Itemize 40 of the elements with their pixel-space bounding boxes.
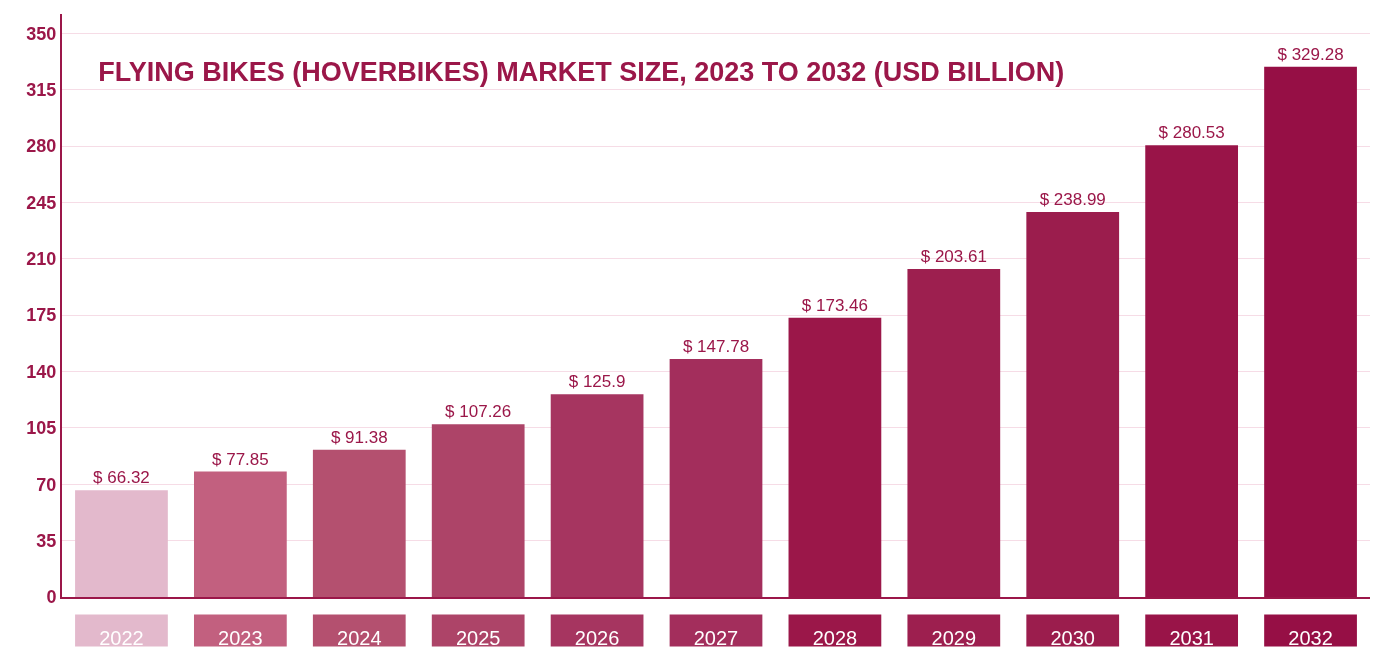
data-label: $ 173.46 [801, 295, 868, 315]
x-tick-label: 2025 [455, 627, 501, 649]
bar [312, 449, 406, 597]
x-tick-label: 2029 [931, 627, 977, 649]
bar [550, 394, 644, 597]
x-tick-label: 2022 [99, 627, 144, 649]
x-tick-label: 2024 [337, 627, 382, 649]
data-label: $ 238.99 [1039, 190, 1106, 210]
x-tick-label: 2026 [574, 627, 620, 649]
data-label: $ 77.85 [212, 449, 269, 469]
x-tick-label: 2030 [1050, 627, 1095, 649]
data-label: $ 147.78 [682, 337, 750, 356]
x-tick-label: 2032 [1288, 627, 1333, 649]
text: FLYING BIKES (HOVERBIKES) MARKET SIZE, 2023 TO 2032 (USD BILLION) [98, 57, 1065, 88]
data-label: $ 66.32 [93, 468, 150, 488]
data-label: $ 203.61 [920, 247, 987, 267]
x-tick-label: 2031 [1169, 627, 1214, 649]
y-tick-label: 350 [26, 23, 57, 44]
bar [669, 359, 763, 597]
y-tick-label: 175 [26, 305, 57, 326]
y-tick-label: 35 [36, 530, 57, 551]
data-label: $ 329.28 [1277, 44, 1344, 64]
y-tick-label: 280 [26, 136, 57, 157]
y-tick-label: 140 [26, 361, 57, 382]
x-tick-label: 2023 [218, 627, 263, 649]
data-label: $ 107.26 [445, 402, 512, 422]
bar [75, 490, 168, 597]
y-tick-label: 105 [26, 418, 57, 439]
data-label: $ 280.53 [1158, 123, 1225, 143]
data-label: $ 125.9 [568, 372, 626, 392]
y-tick-label: 210 [26, 249, 57, 270]
y-tick-label: 315 [26, 79, 57, 100]
data-label: $ 91.38 [330, 427, 388, 447]
x-tick-label: 2028 [812, 627, 858, 649]
bar [193, 471, 287, 597]
y-tick-label: 0 [46, 587, 57, 608]
x-tick-label: 2027 [693, 627, 739, 649]
y-tick-label: 245 [26, 192, 57, 213]
y-tick-label: 70 [36, 474, 57, 495]
bar [431, 424, 525, 597]
